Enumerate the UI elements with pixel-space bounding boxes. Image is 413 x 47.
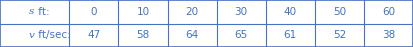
Text: 30: 30: [235, 7, 248, 17]
Text: 47: 47: [87, 30, 100, 40]
Text: 52: 52: [333, 30, 346, 40]
Text: 20: 20: [185, 7, 199, 17]
Text: 64: 64: [185, 30, 199, 40]
Text: ft:: ft:: [35, 7, 49, 17]
Text: 61: 61: [284, 30, 297, 40]
Text: 10: 10: [136, 7, 150, 17]
Text: ft/sec:: ft/sec:: [35, 30, 71, 40]
Text: v: v: [29, 31, 35, 40]
Text: 40: 40: [284, 7, 297, 17]
Text: 60: 60: [382, 7, 395, 17]
Text: s: s: [29, 7, 35, 16]
Text: 58: 58: [136, 30, 150, 40]
Text: 0: 0: [91, 7, 97, 17]
Text: 50: 50: [333, 7, 346, 17]
Text: 38: 38: [382, 30, 395, 40]
Text: 65: 65: [235, 30, 248, 40]
